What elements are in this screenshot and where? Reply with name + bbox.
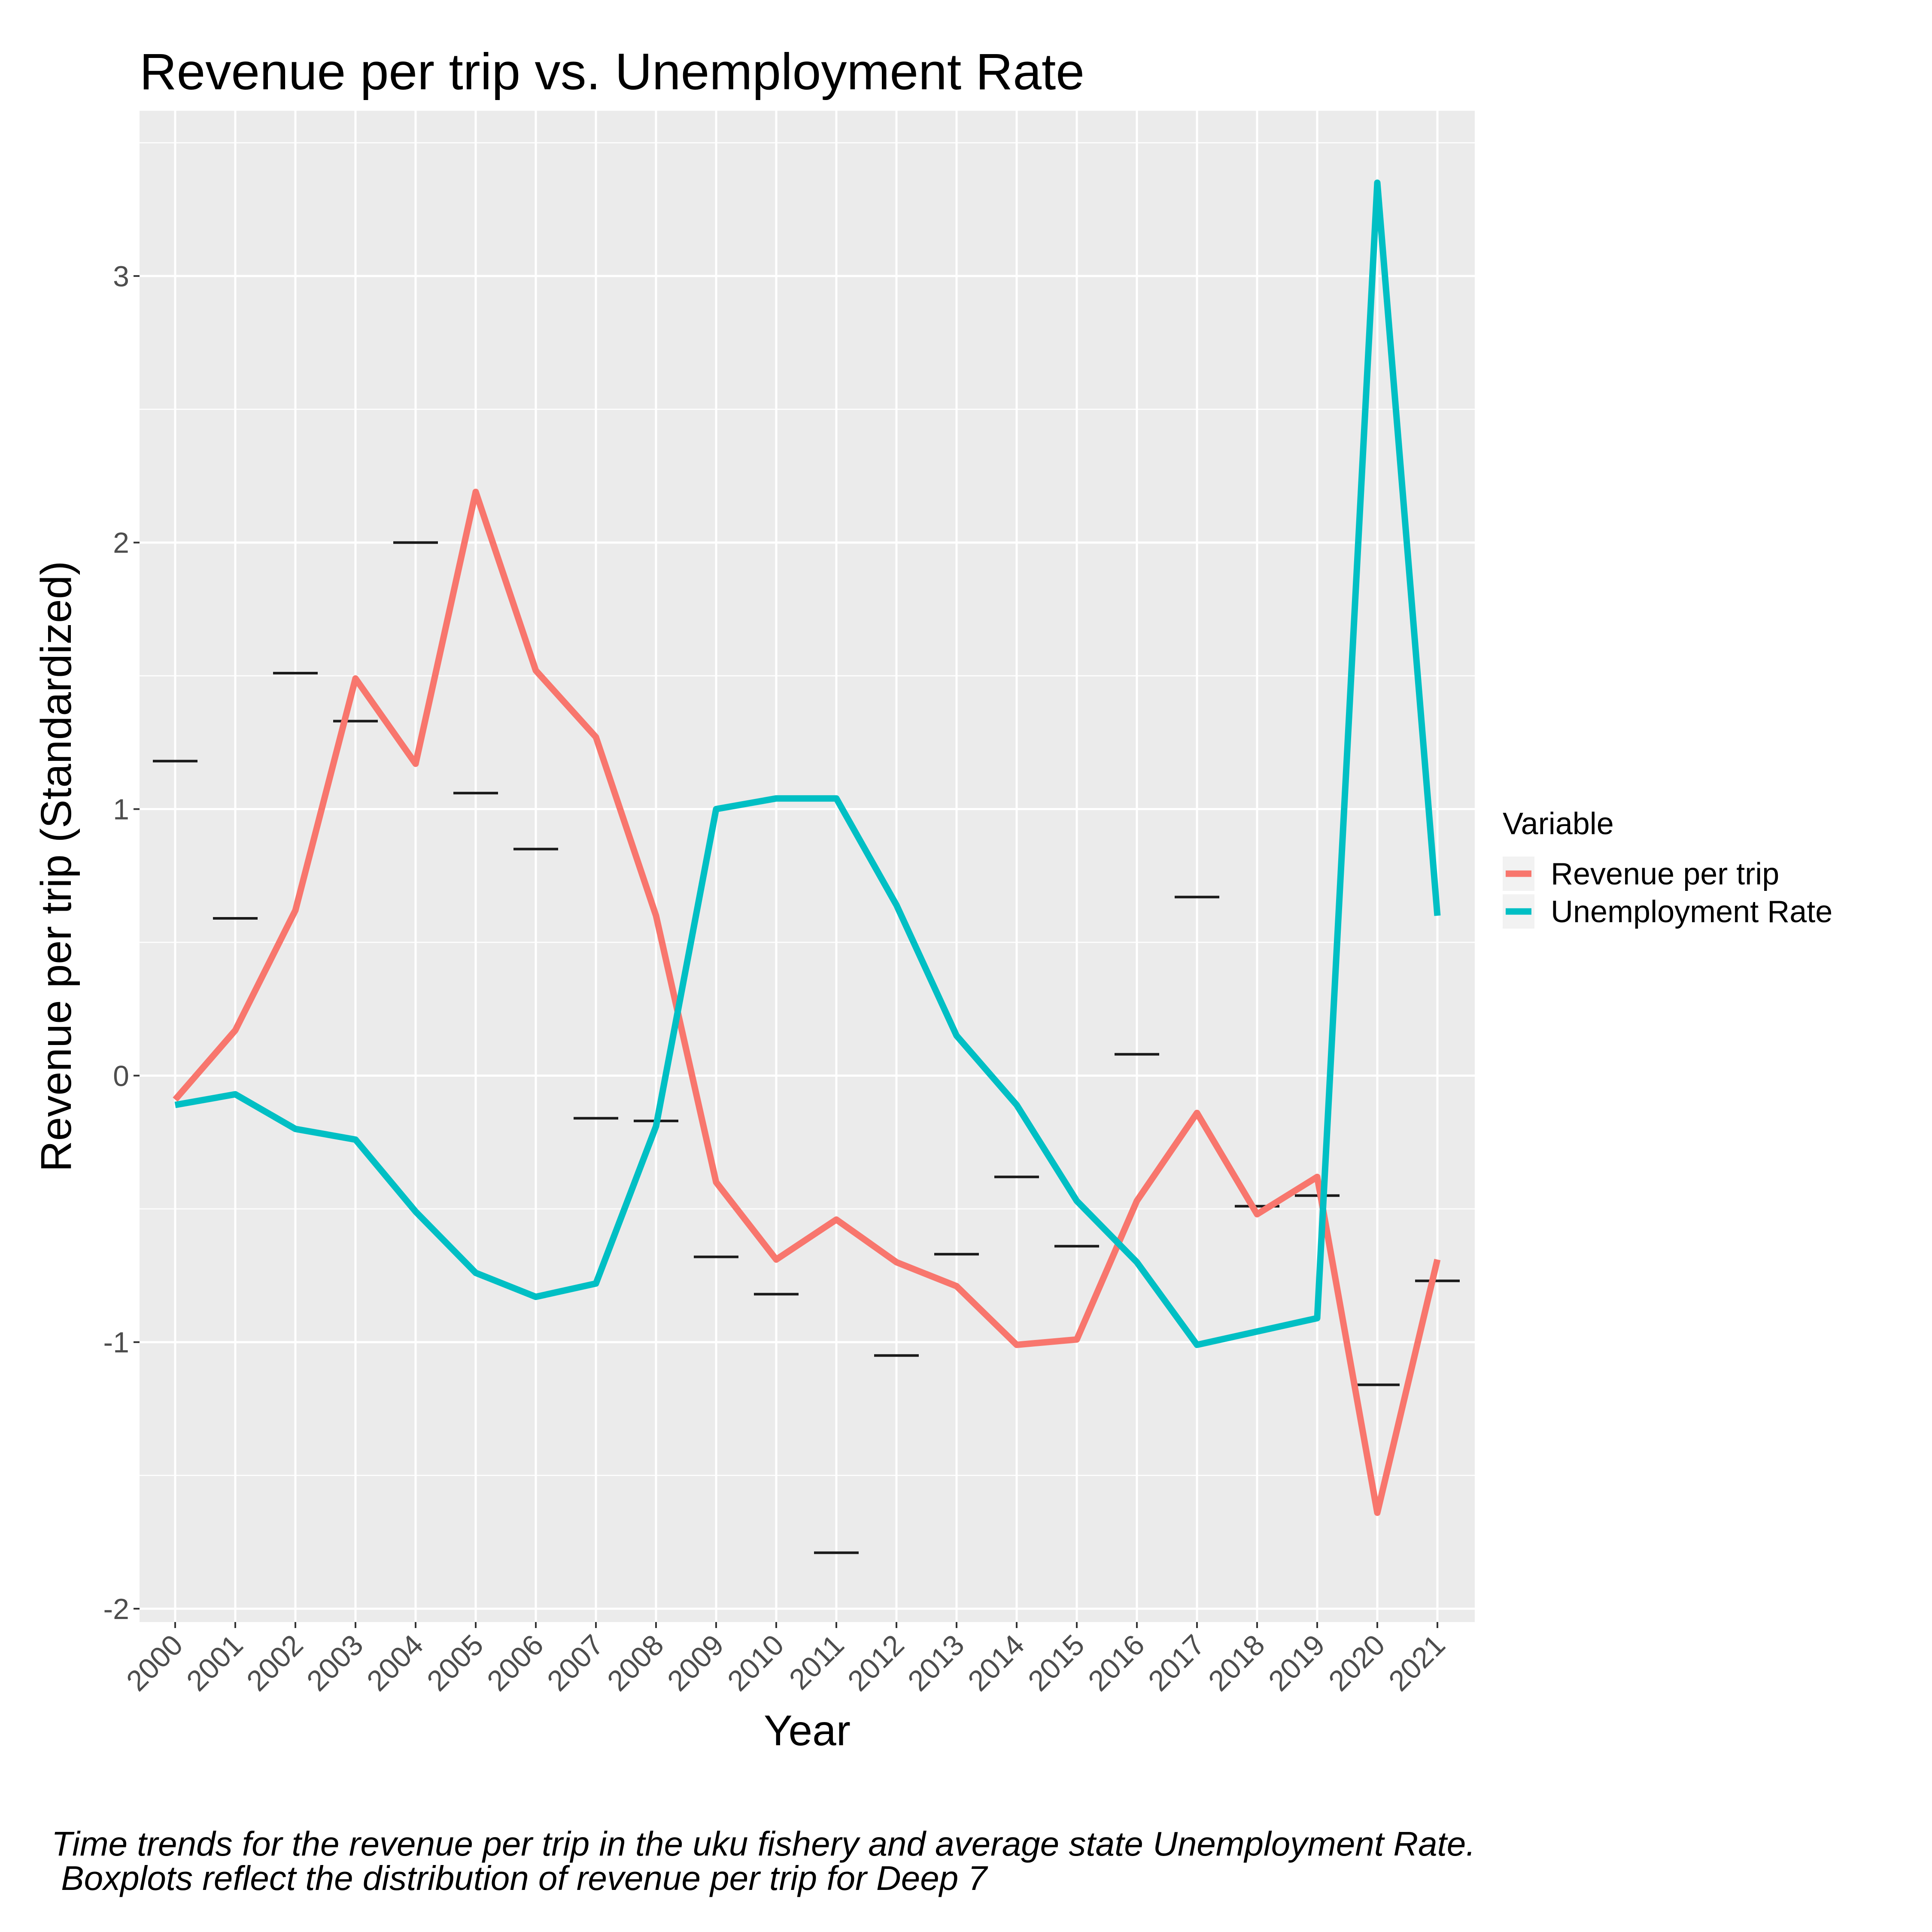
- x-tick-label: 2017: [1142, 1628, 1211, 1698]
- plot-panel: [140, 111, 1475, 1622]
- legend: Variable Revenue per trip Unemployment Ra…: [1503, 807, 1832, 929]
- x-tick-label: 2010: [721, 1628, 790, 1698]
- x-tick-label: 2020: [1322, 1628, 1391, 1698]
- x-tick-label: 2011: [783, 1628, 850, 1696]
- y-axis-title: Revenue per trip (Standardized): [32, 561, 80, 1172]
- x-tick-label: 2006: [481, 1628, 550, 1698]
- x-tick-label: 2005: [421, 1628, 490, 1698]
- unemployment-rate-line: [174, 179, 1441, 1348]
- x-tick-label: 2012: [841, 1628, 911, 1698]
- y-tick-label: -2: [103, 1593, 129, 1625]
- x-tick-label: 2007: [541, 1628, 610, 1698]
- x-tick-label: 2008: [601, 1628, 670, 1698]
- x-tick-label: 2015: [1022, 1628, 1091, 1698]
- x-axis-ticks: 2000200120022003200420052006200720082009…: [120, 1622, 1452, 1698]
- x-tick-label: 2019: [1262, 1628, 1331, 1698]
- revenue-per-trip-line: [173, 489, 1441, 1516]
- x-tick-label: 2002: [240, 1628, 310, 1698]
- caption: Time trends for the revenue per trip in …: [52, 1825, 1476, 1897]
- grid-lines: [140, 111, 1475, 1622]
- caption-line-1: Time trends for the revenue per trip in …: [52, 1825, 1476, 1863]
- x-axis-title: Year: [764, 1707, 851, 1755]
- y-tick-label: 0: [113, 1060, 129, 1092]
- x-tick-label: 2009: [661, 1628, 730, 1698]
- x-tick-label: 2014: [962, 1628, 1031, 1698]
- boxplot-medians: [153, 541, 1460, 1554]
- x-tick-label: 2016: [1082, 1628, 1151, 1698]
- caption-line-2: Boxplots reflect the distribution of rev…: [52, 1859, 988, 1897]
- x-tick-label: 2021: [1382, 1628, 1452, 1698]
- legend-title: Variable: [1503, 807, 1614, 841]
- legend-label: Unemployment Rate: [1551, 895, 1832, 929]
- legend-items: Revenue per trip Unemployment Rate: [1503, 857, 1832, 929]
- x-tick-label: 2003: [301, 1628, 370, 1698]
- y-tick-label: -1: [103, 1326, 129, 1359]
- chart-title: Revenue per trip vs. Unemployment Rate: [140, 43, 1084, 100]
- x-tick-label: 2004: [361, 1628, 430, 1698]
- x-tick-label: 2001: [180, 1628, 249, 1698]
- y-tick-label: 3: [113, 260, 129, 293]
- x-tick-label: 2013: [902, 1628, 971, 1698]
- y-tick-label: 1: [113, 793, 129, 826]
- y-tick-label: 2: [113, 527, 129, 559]
- series-lines: [173, 179, 1441, 1516]
- x-tick-label: 2000: [120, 1628, 189, 1698]
- legend-label: Revenue per trip: [1551, 857, 1779, 891]
- y-axis-ticks: -2 -1 0 1 2 3: [103, 260, 140, 1625]
- x-tick-label: 2018: [1202, 1628, 1271, 1698]
